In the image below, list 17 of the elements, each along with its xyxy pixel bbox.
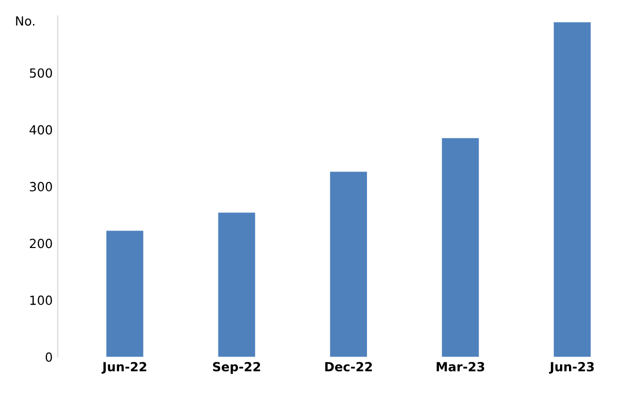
y-tick-label: 500 — [30, 68, 52, 78]
x-tick-label: Dec-22 — [325, 362, 372, 372]
bar — [106, 230, 144, 357]
y-tick-label: 400 — [30, 125, 52, 135]
bar — [442, 138, 479, 357]
x-tick-label: Jun-22 — [102, 362, 146, 374]
x-tick-label: Sep-22 — [213, 362, 260, 374]
bar — [330, 172, 367, 357]
bar — [554, 22, 591, 357]
y-tick-label: 100 — [30, 296, 52, 306]
y-axis-title: No. — [16, 16, 34, 26]
x-tick-label: Jun-23 — [549, 362, 594, 374]
y-tick-label: 0 — [46, 352, 52, 362]
x-tick-label: Mar-23 — [436, 362, 484, 372]
y-tick-label: 200 — [30, 238, 52, 248]
y-tick-label: 300 — [30, 182, 52, 192]
bar — [218, 212, 256, 357]
